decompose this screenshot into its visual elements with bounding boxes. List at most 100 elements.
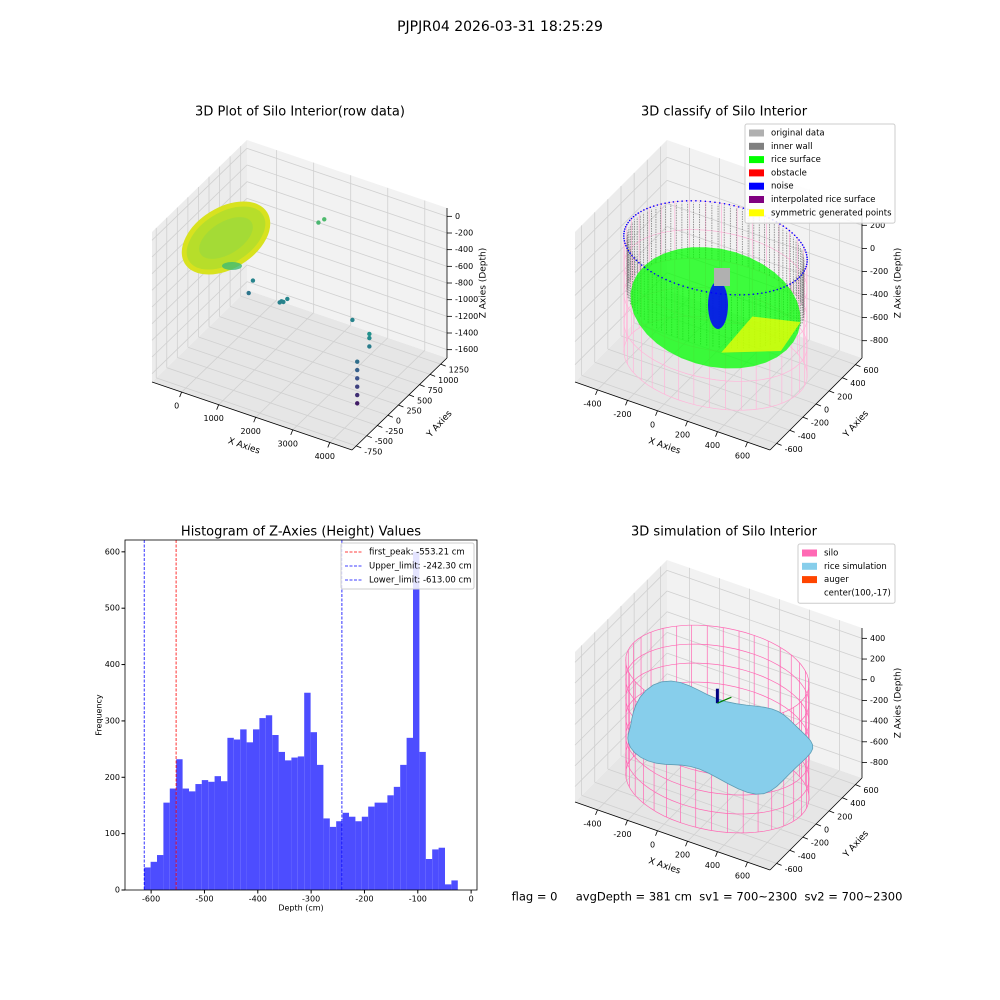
x-tick-label: 4000 [315,452,335,461]
z-tick-label: -400 [870,290,888,299]
legend-label: obstacle [771,168,807,178]
x-tick-label: 0 [469,895,474,904]
noise-dot [640,264,643,266]
tick-mark [776,443,782,446]
tick-mark [327,442,331,448]
grid-line [246,164,448,234]
grid-line [187,346,389,416]
grid-line [198,336,399,406]
noise-dot [691,287,694,290]
y-tick-label: 500 [105,604,120,613]
noise-dot [756,292,759,295]
z-tick-label: 0 [870,675,875,684]
y-axis-label: Frequency [95,694,104,736]
tick-mark [828,810,835,814]
status-footer: flag = 0 avgDepth = 381 cm sv1 = 700~230… [512,890,903,904]
data-point [367,335,372,341]
grid-line [607,348,803,418]
histogram-bar [355,821,362,890]
y-tick-label: 250 [406,407,421,416]
grid-line [594,361,790,431]
histogram-bar [240,729,247,890]
histogram-bar [246,742,253,890]
tick-mark [655,830,658,836]
x-tick-label: -400 [583,819,601,828]
noise-dot [796,278,799,280]
x-tick-label: -500 [195,895,213,904]
histogram-bar [432,849,439,890]
noise-dot [801,244,804,246]
x-axis-label: Depth (cm) [278,904,323,913]
noise-dot [677,283,680,286]
x-tick-label: 0 [650,840,655,849]
noise-dot [630,217,633,220]
tick-mark [216,404,220,410]
noise-dot [803,270,806,272]
y-tick-label: 1250 [449,366,469,375]
noise-dot [653,272,656,275]
data-point [246,290,251,296]
x-tick-label: -300 [302,895,320,904]
histogram-bar [317,764,324,890]
histogram-bar [393,786,401,890]
grid-line [219,316,420,385]
noise-dot [724,293,727,296]
y-tick-label: 200 [837,812,852,821]
noise-dot [803,246,805,249]
y-tick-label: -600 [785,865,803,874]
noise-dot [704,200,707,203]
grid-line [292,337,389,431]
histogram-bar [451,880,458,890]
noise-dot [681,200,683,202]
histogram-bar [323,818,330,890]
tick-mark [855,364,861,367]
tick-mark [440,363,446,367]
noise-dot [737,206,740,208]
noise-dot [805,253,808,256]
grid-line [156,377,357,447]
tick-mark [842,797,848,801]
data-point [355,376,360,381]
x-tick-label: 2000 [241,427,261,436]
y-tick-label: 1000 [438,376,458,385]
histogram-bar [169,788,177,890]
z-tick-label: 0 [455,212,460,221]
z-tick-label: -1000 [455,295,478,304]
noise-dot [624,228,626,230]
noise-dot [800,241,802,244]
histogram-bar [445,884,452,890]
noise-dot [794,279,796,282]
legend-label: silo [824,549,838,559]
data-point [367,331,372,337]
grid-line [666,611,863,681]
noise-dot [623,230,626,233]
z-tick-label: -400 [870,717,888,726]
x-axis-line [574,801,771,871]
noise-dot [696,289,698,291]
histogram-bar [425,859,433,890]
x-tick-label: 0 [174,402,179,411]
noise-dot [625,244,627,247]
legend-label: symmetric generated points [771,208,892,218]
histogram-bar [285,760,292,890]
noise-dot [796,236,798,239]
tick-mark [356,445,362,449]
grid-line [151,164,248,258]
x-tick-label: 600 [735,452,750,461]
y-tick-label: -600 [785,445,803,454]
y-tick-label: -400 [798,432,816,441]
grid-line [246,231,448,301]
tick-mark [685,841,688,847]
point-cluster [222,262,242,270]
tick-mark [655,410,658,416]
z-tick-label: -200 [870,267,888,276]
tick-mark [789,849,795,853]
noise-dot [791,232,793,234]
histogram-bar [214,776,221,890]
z-axis-label: Z Axies (Depth) [894,248,904,319]
noise-dot [665,278,667,281]
grid-line [574,652,668,746]
histogram-bar [304,692,311,890]
tick-mark [595,389,598,395]
legend-label: Lower_limit: -613.00 cm [369,576,471,586]
